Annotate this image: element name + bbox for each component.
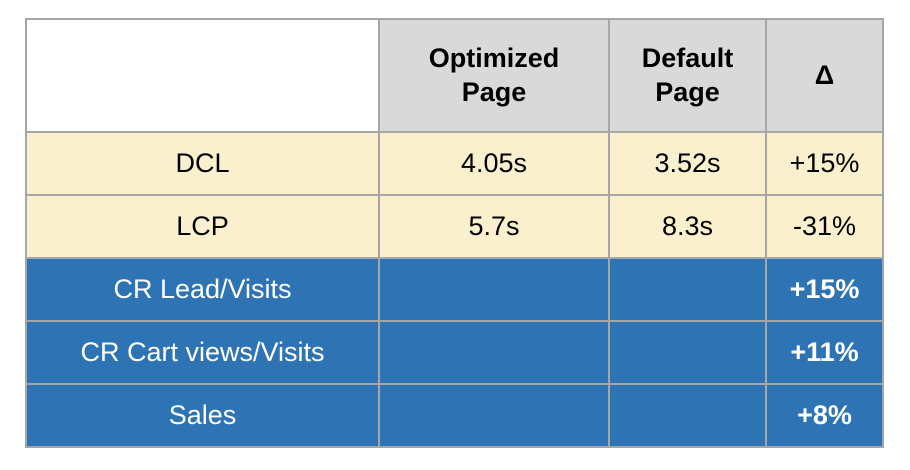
header-cell-delta: Δ [765,18,884,133]
optimized-value: 4.05s [378,131,610,196]
default-value [608,320,767,385]
row-label: Sales [25,383,380,448]
header-cell-optimized-page: Optimized Page [378,18,610,133]
table-row-cr-lead-visits: CR Lead/Visits +15% [25,257,884,322]
table-row-sales: Sales +8% [25,383,884,448]
optimized-value [378,383,610,448]
header-cell-blank [25,18,380,133]
optimized-value [378,320,610,385]
table-row-lcp: LCP 5.7s 8.3s -31% [25,194,884,259]
header-cell-default-page: Default Page [608,18,767,133]
default-value: 3.52s [608,131,767,196]
delta-value: +15% [765,131,884,196]
row-label: DCL [25,131,380,196]
optimized-value: 5.7s [378,194,610,259]
default-value [608,383,767,448]
table-row-dcl: DCL 4.05s 3.52s +15% [25,131,884,196]
delta-value: +8% [765,383,884,448]
comparison-table-container: Optimized Page Default Page Δ DCL 4.05s … [25,18,884,448]
table-row-cr-cart-views-visits: CR Cart views/Visits +11% [25,320,884,385]
row-label: CR Lead/Visits [25,257,380,322]
delta-value: +11% [765,320,884,385]
delta-value: +15% [765,257,884,322]
delta-value: -31% [765,194,884,259]
default-value [608,257,767,322]
optimized-value [378,257,610,322]
page-performance-comparison-table: Optimized Page Default Page Δ DCL 4.05s … [25,18,884,448]
row-label: LCP [25,194,380,259]
row-label: CR Cart views/Visits [25,320,380,385]
table-header-row: Optimized Page Default Page Δ [25,18,884,133]
default-value: 8.3s [608,194,767,259]
